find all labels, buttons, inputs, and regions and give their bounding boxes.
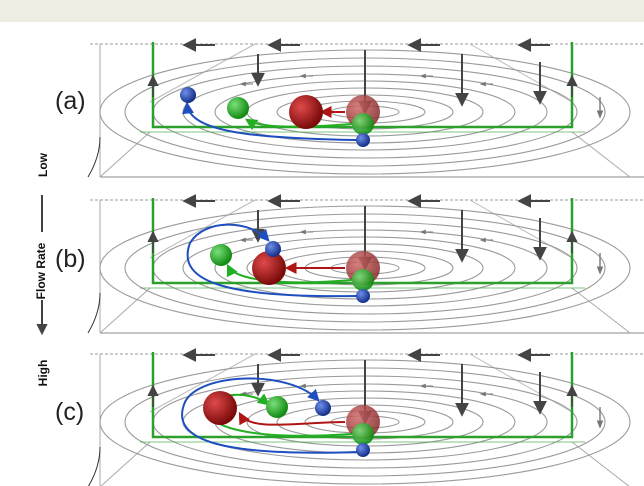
small-particle-start — [356, 133, 370, 147]
inlet-curve — [87, 446, 101, 486]
small-particle — [180, 87, 196, 103]
box-diag-right — [469, 43, 573, 103]
medium-particle-start — [352, 423, 374, 445]
box-diag-right — [469, 353, 573, 413]
small-particle — [265, 241, 281, 257]
small-particle-start — [356, 443, 370, 457]
box-diag-left — [149, 43, 256, 103]
medium-particle — [266, 396, 288, 418]
large-particle — [289, 95, 323, 129]
box-perspective-right — [571, 131, 631, 178]
box-perspective-right — [571, 441, 630, 486]
panel-b — [87, 194, 644, 334]
box-diag-left — [149, 199, 256, 259]
small-particle-start — [356, 289, 370, 303]
medium-particle-start — [352, 113, 374, 135]
small-particle-path — [181, 377, 358, 454]
medium-particle-path — [244, 118, 353, 131]
large-particle — [252, 251, 286, 285]
box-perspective-right — [571, 287, 631, 334]
large-particle — [203, 391, 237, 425]
box-perspective-left — [99, 131, 151, 178]
large-particle-path — [238, 411, 346, 426]
panel-a — [87, 38, 644, 178]
header-band — [0, 0, 644, 22]
axis-title: Flow Rate — [34, 242, 48, 300]
box-perspective-left — [99, 287, 151, 334]
inlet-curve — [87, 292, 101, 334]
box-diag-left — [149, 353, 256, 413]
medium-particle — [227, 97, 249, 119]
box-perspective-left — [100, 441, 151, 486]
panel-a-label: (a) — [55, 87, 86, 115]
box-diag-right — [469, 199, 573, 259]
small-particle-path — [182, 101, 358, 141]
panel-c — [87, 348, 644, 486]
axis-low-label: Low — [36, 153, 50, 177]
small-particle — [315, 400, 331, 416]
panel-b-label: (b) — [55, 245, 86, 273]
inlet-curve — [87, 136, 101, 178]
medium-particle-start — [352, 269, 374, 291]
axis-high-label: High — [36, 359, 50, 387]
small-particle-path — [186, 223, 358, 298]
panel-c-label: (c) — [55, 398, 85, 426]
medium-particle — [210, 244, 232, 266]
